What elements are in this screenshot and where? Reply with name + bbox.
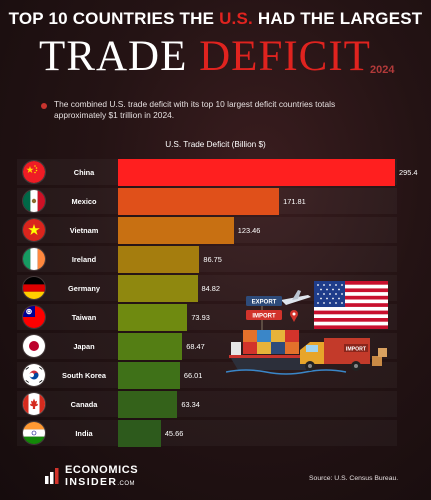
delivery-truck-icon: IMPORT	[300, 338, 387, 371]
data-label: 66.01	[183, 371, 203, 380]
logo-line2-text: INSIDER	[65, 476, 118, 488]
china-flag-icon	[23, 161, 45, 183]
data-label: 84.82	[201, 284, 221, 293]
canada-flag-icon	[23, 393, 45, 415]
category-label: Vietnam	[69, 226, 99, 235]
title-word-deficit: DEFICIT	[199, 33, 371, 80]
source-note: Source: U.S. Census Bureau.	[309, 475, 399, 482]
japan-flag-icon	[23, 335, 45, 357]
category-label: Germany	[67, 284, 101, 293]
category-label: India	[75, 429, 93, 438]
category-label: Canada	[70, 400, 98, 409]
title-year: 2024	[370, 64, 395, 76]
truck-label: IMPORT	[346, 347, 367, 353]
trade-illustration: EXPORT IMPORT IMPORT	[226, 281, 388, 375]
category-label: Taiwan	[71, 313, 97, 322]
mexico-flag-icon	[23, 190, 45, 212]
category-label: Ireland	[71, 255, 97, 264]
summary-text: The combined U.S. trade deficit with its…	[54, 99, 336, 120]
data-label: 63.34	[181, 400, 200, 409]
location-pin-icon	[290, 310, 298, 322]
germany-flag-icon	[23, 277, 45, 299]
bar-china	[118, 159, 395, 186]
bar-germany	[118, 275, 198, 302]
taiwan-flag-icon	[23, 306, 45, 328]
export-label: EXPORT	[252, 300, 277, 306]
bar-india	[118, 420, 161, 447]
title-part1: TOP 10 COUNTRIES THE	[8, 9, 220, 28]
us-flag-icon	[314, 281, 388, 329]
title-main: TRADE DEFICIT	[0, 33, 410, 81]
chart-title: U.S. Trade Deficit (Billion $)	[165, 140, 266, 149]
category-label: South Korea	[62, 371, 106, 380]
bar-mexico	[118, 188, 280, 215]
import-label: IMPORT	[252, 314, 276, 320]
summary-bullet-icon	[41, 103, 47, 109]
india-flag-icon	[23, 422, 45, 444]
bar-south-korea	[118, 362, 180, 389]
bar-japan	[118, 333, 183, 360]
vietnam-flag-icon	[23, 219, 45, 241]
cargo-ship-icon	[226, 330, 347, 375]
data-label: 45.66	[164, 429, 184, 438]
category-label: China	[73, 168, 95, 177]
bar-canada	[118, 391, 178, 418]
bar-vietnam	[118, 217, 234, 244]
logo-mark-icon	[45, 468, 59, 484]
title-highlight: U.S.	[219, 9, 253, 28]
data-label: 295.4	[399, 168, 418, 177]
category-label: Mexico	[71, 197, 97, 206]
data-label: 171.81	[283, 197, 306, 206]
title-word-trade: TRADE	[39, 33, 188, 80]
category-label: Japan	[73, 342, 95, 351]
export-sign-icon: EXPORT IMPORT	[246, 296, 282, 340]
data-label: 73.93	[191, 313, 210, 322]
data-label: 86.75	[203, 255, 222, 264]
south-korea-flag-icon	[23, 364, 45, 386]
title-part2: HAD THE LARGEST	[252, 9, 423, 28]
logo-line2: INSIDER.COM	[65, 476, 135, 488]
airplane-icon	[281, 290, 311, 305]
logo-line1: ECONOMICS	[65, 464, 139, 476]
bar-ireland	[118, 246, 200, 273]
data-label: 123.46	[237, 226, 261, 235]
logo-suffix: .COM	[117, 481, 136, 487]
ireland-flag-icon	[23, 248, 45, 270]
title-top: TOP 10 COUNTRIES THE U.S. HAD THE LARGES…	[0, 9, 431, 29]
data-label: 68.47	[186, 342, 205, 351]
bar-taiwan	[118, 304, 188, 331]
